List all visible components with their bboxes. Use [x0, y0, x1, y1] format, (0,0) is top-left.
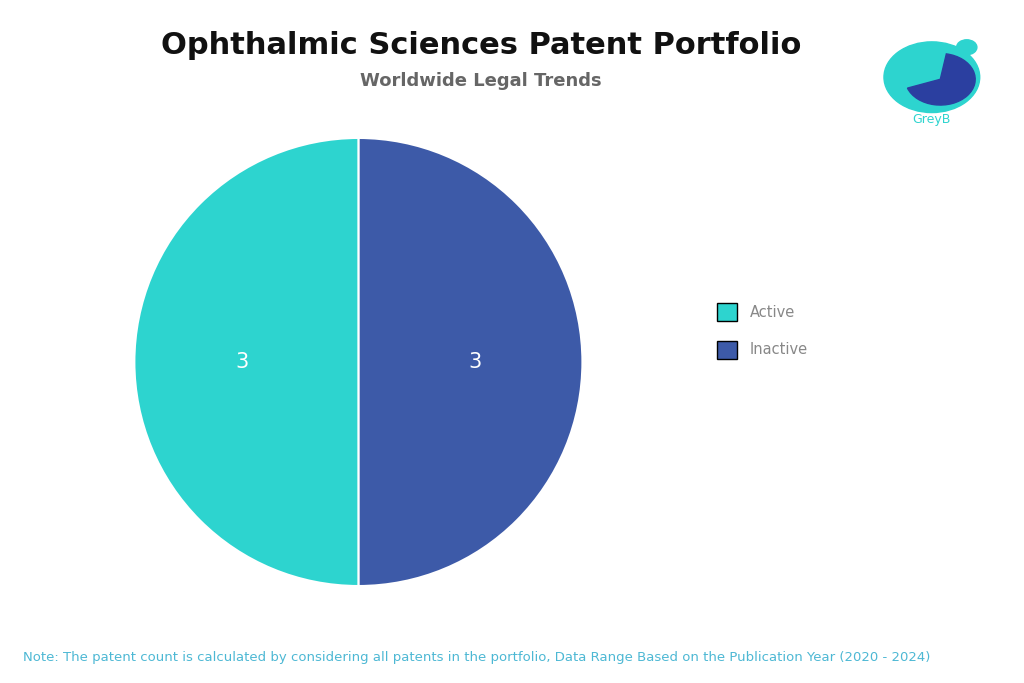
- Text: 3: 3: [236, 352, 249, 372]
- Text: Note: The patent count is calculated by considering all patents in the portfolio: Note: The patent count is calculated by …: [23, 651, 930, 664]
- Text: 3: 3: [468, 352, 481, 372]
- Wedge shape: [907, 54, 975, 105]
- Text: GreyB: GreyB: [912, 113, 951, 126]
- Circle shape: [884, 42, 980, 113]
- Text: Worldwide Legal Trends: Worldwide Legal Trends: [360, 72, 602, 89]
- Wedge shape: [358, 138, 583, 586]
- Text: Inactive: Inactive: [750, 342, 808, 357]
- Wedge shape: [134, 138, 358, 586]
- Text: Active: Active: [750, 305, 795, 320]
- Circle shape: [956, 40, 977, 55]
- Text: Ophthalmic Sciences Patent Portfolio: Ophthalmic Sciences Patent Portfolio: [161, 31, 802, 59]
